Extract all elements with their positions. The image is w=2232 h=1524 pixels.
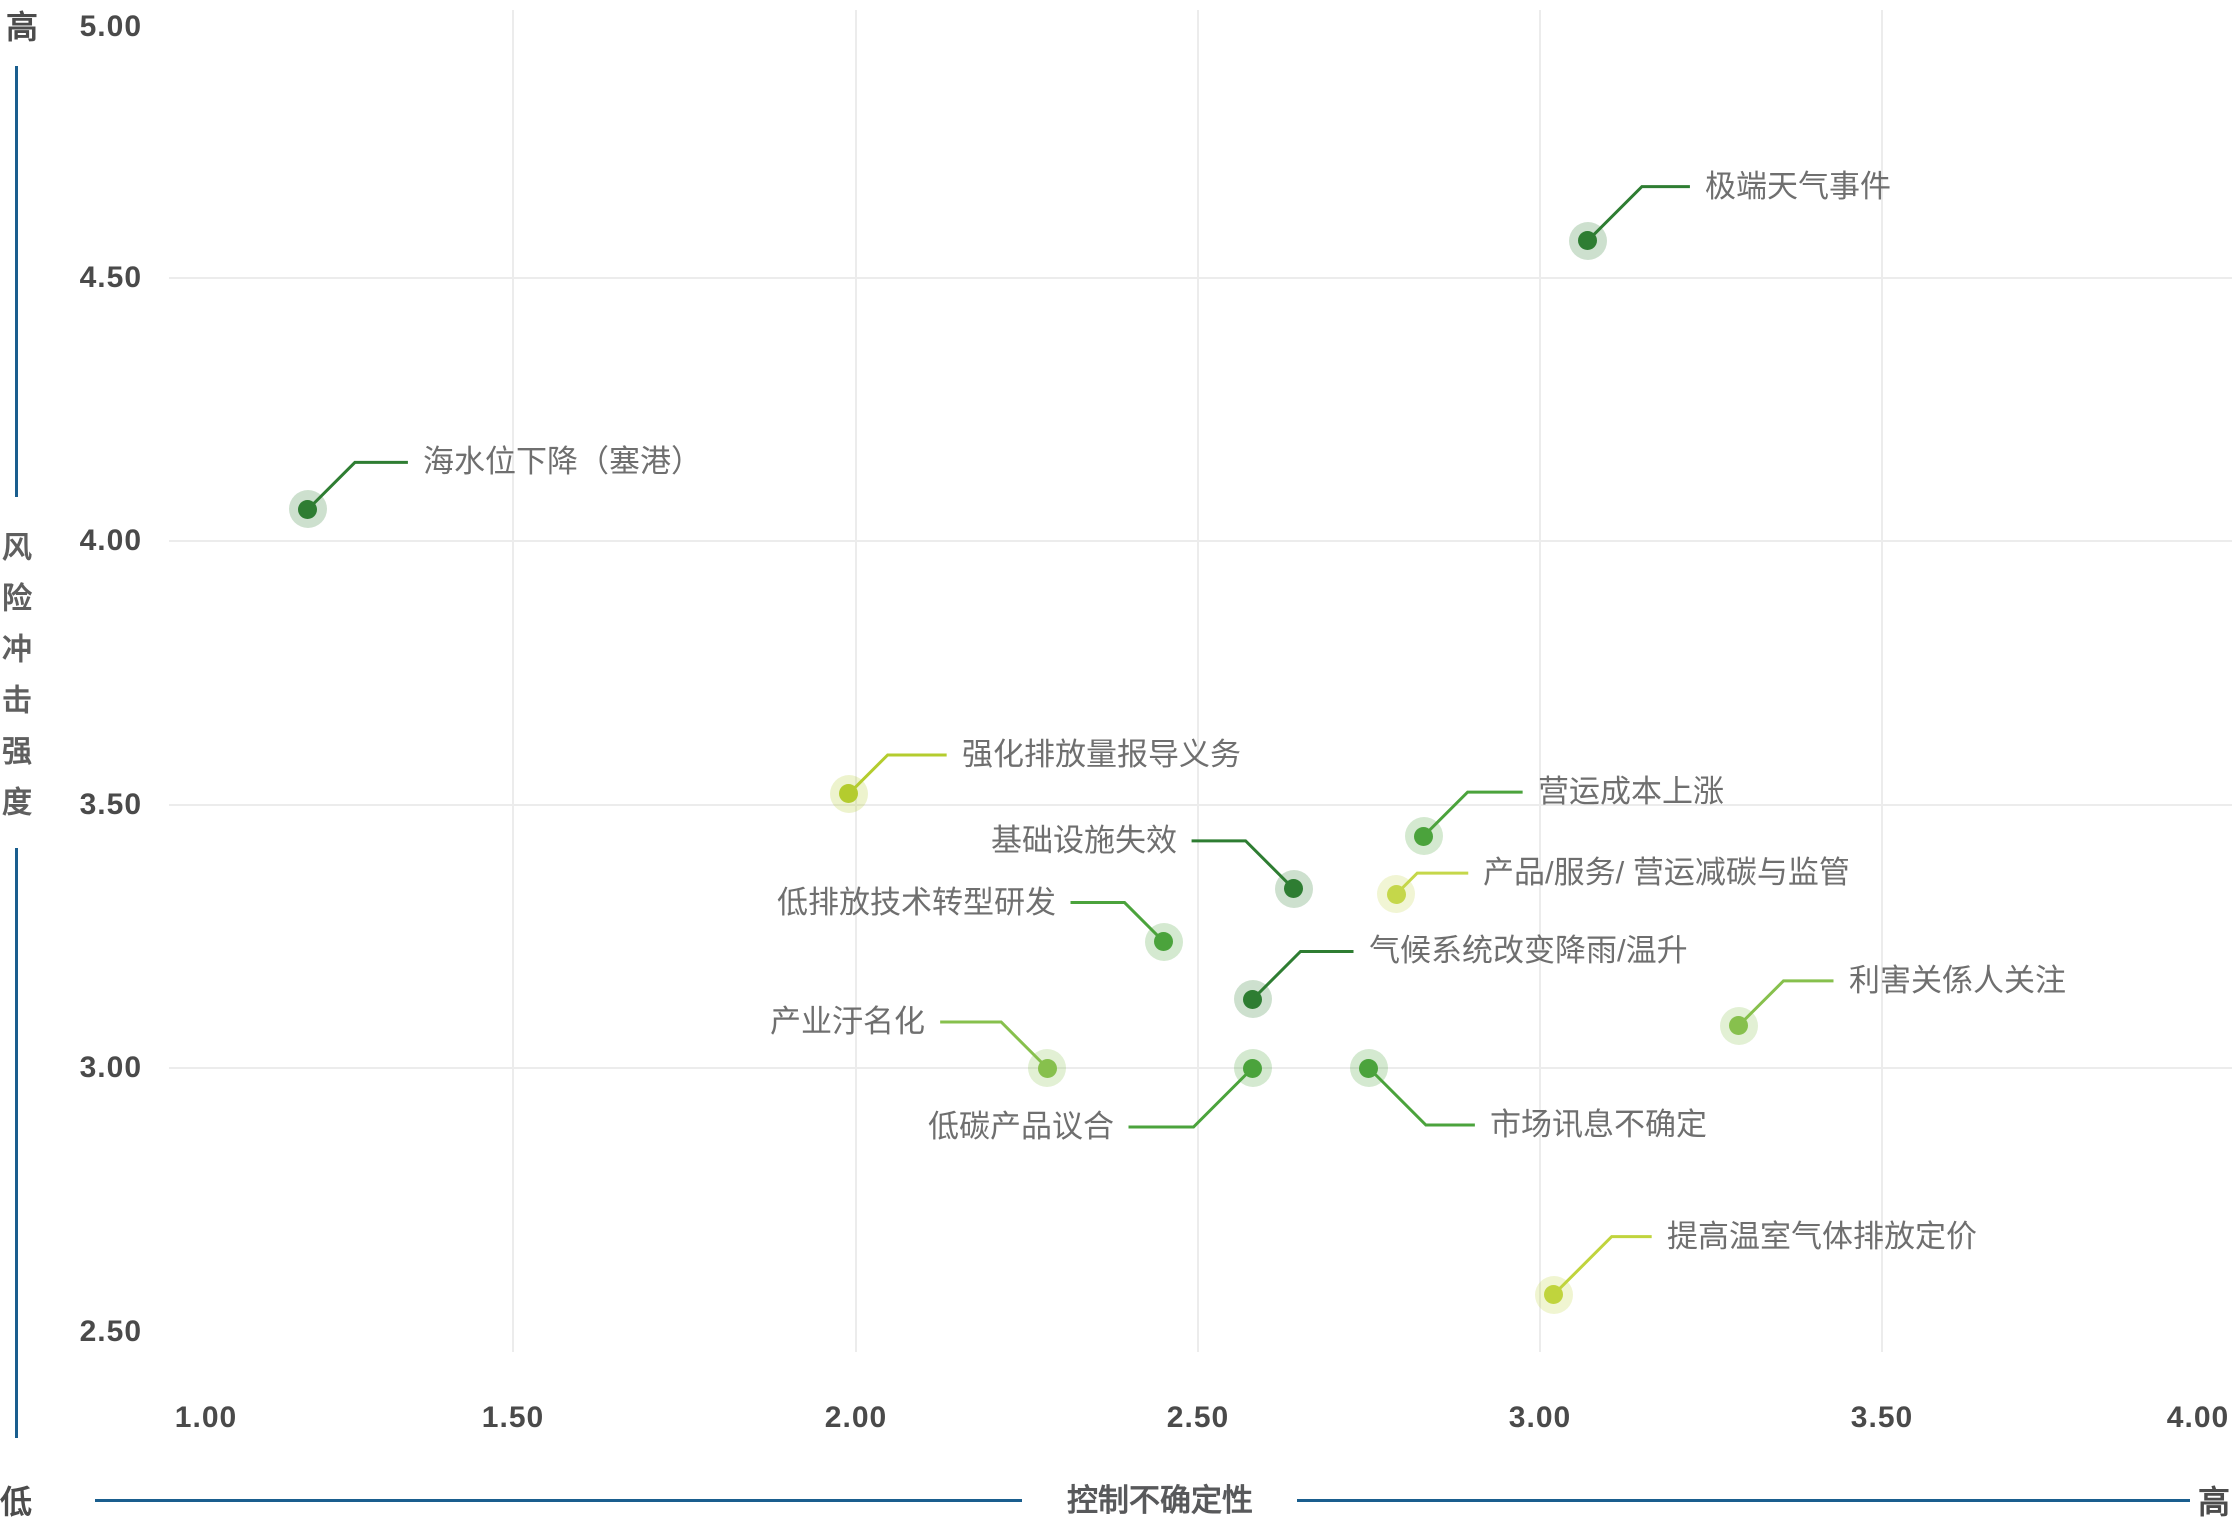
x-tick-label: 3.50 [1850,1401,1914,1434]
leader-line [1128,1066,1254,1129]
data-point-label: 产品/服务/ 营运减碳与监管 [1483,855,1850,890]
data-point-label: 气候系统改变降雨/温升 [1369,933,1688,968]
x-tick-label: 2.00 [824,1401,888,1434]
data-point-marker [1243,1059,1262,1078]
data-point-label: 强化排放量报导义务 [962,737,1241,772]
x-tick-label: 2.50 [1166,1401,1230,1434]
x-tick-label: 4.00 [2166,1401,2230,1434]
data-point-marker [1284,879,1303,898]
y-tick-label: 4.00 [79,524,142,557]
y-axis-line-upper [15,66,18,497]
data-point-marker [1544,1285,1563,1304]
data-point-label: 海水位下降（塞港） [423,444,702,479]
gridline-horizontal [169,1067,2232,1069]
y-axis-high-label: 高 [6,9,39,45]
gridline-vertical [1197,10,1199,1352]
data-point-marker [1387,885,1406,904]
data-point-marker [1359,1059,1378,1078]
y-tick-label: 2.50 [79,1315,142,1348]
gridline-vertical [855,10,857,1352]
data-point-marker [1243,990,1262,1009]
gridline-vertical [1881,10,1883,1352]
y-tick-label: 3.00 [79,1051,142,1084]
data-point-marker [1154,932,1173,951]
x-axis-line-right [1297,1499,2190,1502]
x-tick-label: 1.50 [481,1401,545,1434]
x-axis-high-label: 高 [2198,1484,2231,1520]
gridline-horizontal [169,804,2232,806]
data-point-label: 极端天气事件 [1705,169,1891,204]
data-point-label: 市场讯息不确定 [1490,1107,1707,1142]
y-axis-line-lower [15,848,18,1438]
data-point-label: 低排放技术转型研发 [777,885,1056,920]
y-axis-title: 风险冲击强度 [0,531,30,837]
gridline-horizontal [169,277,2232,279]
data-point-label: 基础设施失效 [991,823,1177,858]
corner-low-label: 低 [0,1484,33,1520]
x-tick-label: 1.00 [174,1401,238,1434]
data-point-marker [298,500,317,519]
gridline-vertical [512,10,514,1352]
data-point-marker [1414,827,1433,846]
data-point-marker [1729,1016,1748,1035]
y-tick-label: 5.00 [79,10,142,43]
data-point-marker [1578,231,1597,250]
data-point-label: 提高温室气体排放定价 [1667,1219,1977,1254]
y-tick-label: 4.50 [79,261,142,294]
data-point-label: 利害关係人关注 [1849,963,2066,998]
x-axis-line-left [95,1499,1022,1502]
data-point-label: 产业汙名化 [770,1004,925,1039]
x-tick-label: 3.00 [1508,1401,1572,1434]
data-point-label: 营运成本上涨 [1538,774,1724,809]
y-tick-label: 3.50 [79,788,142,821]
gridline-horizontal [169,540,2232,542]
data-point-label: 低碳产品议合 [928,1109,1114,1144]
x-axis-title: 控制不确定性 [1067,1483,1253,1518]
data-point-marker [839,784,858,803]
gridline-vertical [1539,10,1541,1352]
data-point-marker [1038,1059,1057,1078]
